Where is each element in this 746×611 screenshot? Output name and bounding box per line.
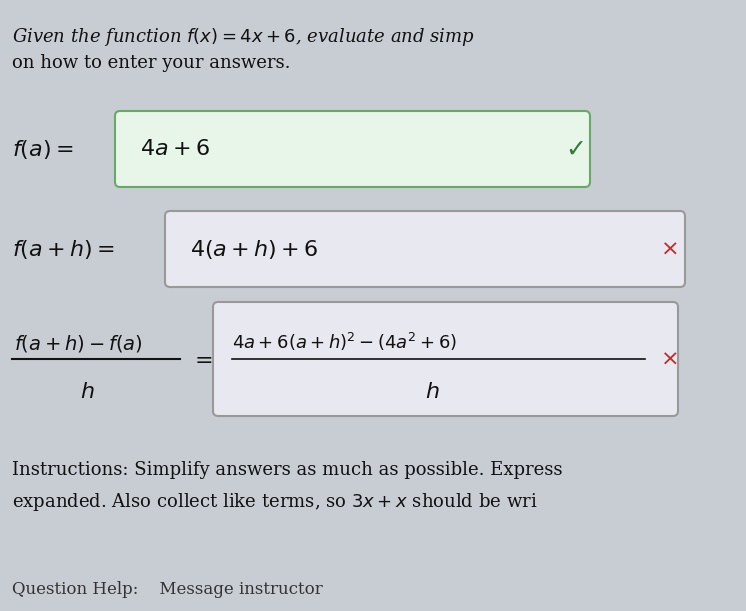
Text: $f(a+h) =$: $f(a+h) =$: [12, 238, 115, 260]
Text: $\times$: $\times$: [660, 238, 677, 260]
Text: $f(a+h)-f(a)$: $f(a+h)-f(a)$: [14, 333, 142, 354]
Text: Question Help:    Message instructor: Question Help: Message instructor: [12, 581, 323, 598]
Text: $h$: $h$: [425, 381, 439, 403]
Text: Instructions: Simplify answers as much as possible. Express: Instructions: Simplify answers as much a…: [12, 461, 562, 479]
FancyBboxPatch shape: [165, 211, 685, 287]
Text: $\checkmark$: $\checkmark$: [565, 137, 583, 161]
Text: expanded. Also collect like terms, so $3x + x$ should be wri: expanded. Also collect like terms, so $3…: [12, 491, 537, 513]
FancyBboxPatch shape: [115, 111, 590, 187]
Text: $4(a+h)+6$: $4(a+h)+6$: [190, 238, 319, 260]
Text: $=$: $=$: [190, 348, 213, 370]
FancyBboxPatch shape: [213, 302, 678, 416]
Text: $4a+6(a+h)^{2}-(4a^{2}+6)$: $4a+6(a+h)^{2}-(4a^{2}+6)$: [232, 331, 457, 353]
Text: $f(a) =$: $f(a) =$: [12, 137, 73, 161]
Text: $\times$: $\times$: [660, 348, 677, 370]
Text: Given the function $f(x) = 4x + 6$, evaluate and simp: Given the function $f(x) = 4x + 6$, eval…: [12, 26, 474, 48]
Text: on how to enter your answers.: on how to enter your answers.: [12, 54, 290, 72]
Text: $4a+6$: $4a+6$: [140, 138, 210, 160]
Text: $h$: $h$: [80, 381, 95, 403]
